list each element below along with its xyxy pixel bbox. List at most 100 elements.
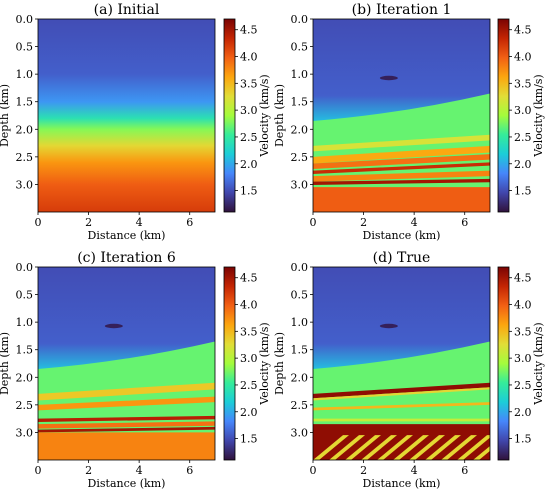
dipping-stripe — [457, 435, 490, 460]
velocity-layer — [38, 415, 215, 422]
velocity-image — [313, 19, 490, 212]
axes-frame — [37, 266, 216, 461]
colorbar-tick-label: 1.5 — [514, 185, 532, 198]
velocity-layer — [313, 387, 490, 401]
colorbar-tick-label: 4.5 — [240, 24, 258, 37]
colorbar-tick-label: 2.0 — [514, 158, 532, 171]
colorbar-tick-label: 2.0 — [240, 158, 258, 171]
y-tick-label: 0.5 — [16, 41, 34, 54]
velocity-layer — [313, 170, 490, 182]
y-tick-label: 0.5 — [16, 289, 34, 302]
colorbar-tick-label: 1.5 — [514, 433, 532, 446]
x-tick-label: 4 — [136, 464, 143, 477]
x-tick-label: 0 — [35, 464, 42, 477]
y-axis-label: Depth (km) — [0, 332, 11, 395]
colorbar-tick-label: 2.5 — [514, 379, 532, 392]
water-column — [38, 267, 215, 370]
colorbar-tick-label: 2.5 — [514, 131, 532, 144]
y-tick-label: 0.0 — [291, 13, 309, 26]
x-axis-label: Distance (km) — [363, 229, 441, 242]
panel-2: (b) Iteration 1 0 2 4 6 0.0 0.5 1.0 1.5 2.0 2.5 3.0… — [273, 2, 545, 242]
colorbar — [223, 18, 236, 213]
y-tick-label: 2.5 — [291, 399, 309, 412]
y-tick-label: 2.0 — [291, 371, 309, 384]
x-tick-label: 6 — [186, 216, 193, 229]
panel-4: (d) True 0 2 4 6 0.0 0.5 1.0 1.5 2.0 2.5 3.0 Distanc… — [273, 250, 545, 490]
velocity-layer — [313, 162, 490, 174]
y-axis-label: Depth (km) — [273, 84, 286, 147]
x-axis-label: Distance (km) — [88, 477, 166, 490]
x-tick-label: 4 — [411, 216, 418, 229]
y-tick-label: 1.0 — [291, 68, 309, 81]
y-tick-label: 1.5 — [291, 344, 309, 357]
y-tick-label: 3.0 — [16, 426, 34, 439]
dipping-stripe — [345, 435, 381, 460]
panel-1: (a) Initial 0 2 4 6 0.0 0.5 1.0 1.5 2.0 2.5 3.0 Dist… — [0, 2, 271, 242]
colorbar-tick-label: 4.5 — [514, 24, 532, 37]
water-column — [313, 267, 490, 370]
water-column — [313, 19, 490, 122]
y-tick-label: 3.0 — [16, 178, 34, 191]
y-tick-label: 0.0 — [16, 13, 34, 26]
axes-frame — [37, 18, 216, 213]
panel-title: (b) Iteration 1 — [352, 2, 452, 18]
velocity-layer — [313, 134, 490, 152]
colorbar-label: Velocity (km/s) — [532, 322, 545, 405]
colorbar-tick-label: 4.0 — [240, 51, 258, 64]
colorbar-tick-label: 2.0 — [514, 406, 532, 419]
dipping-stripe — [313, 435, 349, 460]
velocity-layer — [38, 426, 215, 433]
velocity-layer — [313, 402, 490, 411]
panel-title: (d) True — [373, 250, 431, 266]
dipping-stripe — [409, 435, 445, 460]
colorbar-tick-label: 4.0 — [514, 51, 532, 64]
colorbar-label: Velocity (km/s) — [258, 74, 271, 157]
colorbar-tick-label: 3.0 — [240, 104, 258, 117]
colorbar-tick-label: 3.5 — [240, 77, 258, 90]
colorbar-tick-label: 3.5 — [240, 325, 258, 338]
x-tick-label: 0 — [35, 216, 42, 229]
x-tick-label: 2 — [85, 216, 92, 229]
colorbar-tick-label: 4.5 — [240, 272, 258, 285]
velocity-layer — [313, 187, 490, 212]
y-tick-label: 1.5 — [291, 96, 309, 109]
colorbar-tick-label: 3.0 — [514, 104, 532, 117]
dipping-stripe — [393, 435, 429, 460]
x-tick-label: 2 — [360, 464, 367, 477]
colorbar-tick-label: 3.0 — [514, 352, 532, 365]
x-tick-label: 6 — [186, 464, 193, 477]
velocity-layer — [38, 421, 215, 429]
y-tick-label: 1.5 — [16, 344, 34, 357]
velocity-image — [38, 267, 215, 460]
x-tick-label: 0 — [310, 216, 317, 229]
y-tick-label: 0.0 — [16, 261, 34, 274]
colorbar-tick-label: 2.5 — [240, 379, 258, 392]
y-tick-label: 2.5 — [16, 151, 34, 164]
low-velocity-lens — [379, 75, 398, 81]
panel-3: (c) Iteration 6 0 2 4 6 0.0 0.5 1.0 1.5 2.0 2.5 3.0… — [0, 250, 271, 490]
colorbar-tick-label: 1.5 — [240, 433, 258, 446]
velocity-layer — [38, 382, 215, 401]
x-axis-label: Distance (km) — [363, 477, 441, 490]
axes-frame — [312, 266, 491, 461]
y-tick-label: 0.5 — [291, 41, 309, 54]
colorbar-tick-label: 3.5 — [514, 77, 532, 90]
dipping-stripe — [377, 435, 413, 460]
axes-frame — [312, 18, 491, 213]
panel-title: (c) Iteration 6 — [77, 250, 176, 266]
y-tick-label: 3.0 — [291, 178, 309, 191]
x-tick-label: 6 — [461, 464, 468, 477]
y-tick-label: 1.0 — [16, 68, 34, 81]
low-velocity-lens — [104, 323, 123, 329]
x-tick-label: 6 — [461, 216, 468, 229]
dipping-stripe — [425, 435, 461, 460]
velocity-layer — [313, 382, 490, 399]
colorbar-tick-label: 1.5 — [240, 185, 258, 198]
velocity-field — [38, 19, 215, 212]
y-tick-label: 2.0 — [16, 123, 34, 136]
velocity-layer — [313, 418, 490, 422]
colorbar-label: Velocity (km/s) — [532, 74, 545, 157]
x-tick-label: 4 — [411, 464, 418, 477]
y-tick-label: 2.0 — [16, 371, 34, 384]
